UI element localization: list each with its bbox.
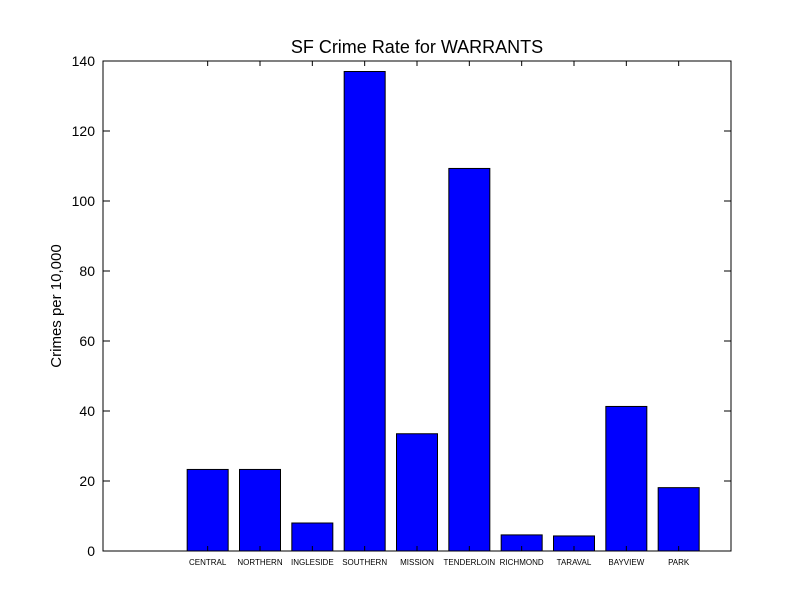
y-tick-label: 0 <box>87 543 95 559</box>
y-tick-label: 80 <box>79 263 95 279</box>
bar-bayview <box>605 405 648 552</box>
x-tick-label: CENTRAL <box>189 558 227 567</box>
x-tick-label: PARK <box>668 558 690 567</box>
plot-frame <box>102 60 732 552</box>
bars-group <box>186 71 700 552</box>
x-tick-label: TARAVAL <box>557 558 592 567</box>
x-tick-label: RICHMOND <box>500 558 544 567</box>
y-tick-label: 60 <box>79 333 95 349</box>
y-tick-label: 120 <box>72 123 96 139</box>
y-axis-label: Crimes per 10,000 <box>48 244 65 367</box>
x-tick-label: NORTHERN <box>237 558 282 567</box>
y-ticks-group: 0 20 40 60 80 100 120 140 <box>72 53 731 559</box>
x-ticks-group: CENTRAL NORTHERN INGLESIDE SOUTHERN MISSION T… <box>189 61 690 567</box>
bar-mission <box>396 433 438 552</box>
y-tick-label: 140 <box>72 53 96 69</box>
x-tick-label: TENDERLOIN <box>444 558 496 567</box>
chart-title: SF Crime Rate for WARRANTS <box>291 37 543 57</box>
y-tick-label: 40 <box>79 403 95 419</box>
bar-southern <box>343 71 386 552</box>
bar-central <box>186 468 229 552</box>
x-tick-label: MISSION <box>400 558 434 567</box>
bar-park <box>657 487 700 552</box>
bar-tenderloin <box>448 167 491 552</box>
x-tick-label: INGLESIDE <box>291 558 334 567</box>
y-tick-label: 20 <box>79 473 95 489</box>
x-tick-label: SOUTHERN <box>342 558 387 567</box>
y-tick-label: 100 <box>72 193 96 209</box>
x-tick-label: BAYVIEW <box>608 558 644 567</box>
bar-northern <box>239 468 281 552</box>
